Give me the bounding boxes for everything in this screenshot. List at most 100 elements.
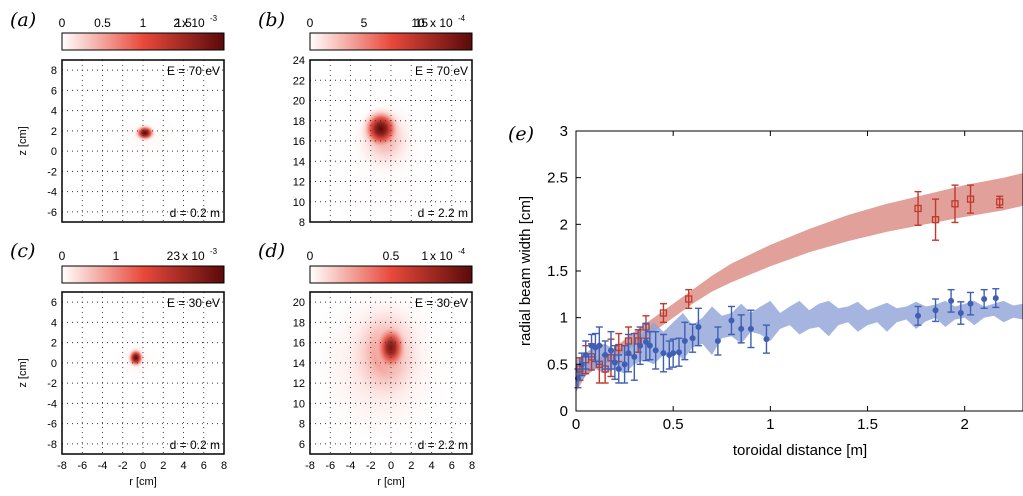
panel-a: (a) 0 0.5 1 1.52 x 10 -3E = 70 eVd = 0.2 m8642… bbox=[10, 9, 225, 223]
panel-e-y-tick-label: 3 bbox=[560, 123, 568, 140]
c-y-tick-label: 0 bbox=[51, 358, 57, 370]
panel-e-points bbox=[574, 184, 1004, 389]
a-distance-annotation: d = 0.2 m bbox=[170, 206, 220, 220]
c-colorbar-exponent: -3 bbox=[210, 247, 218, 256]
panel-e-square-point bbox=[914, 204, 922, 213]
c-colorbar-tick: 1 bbox=[113, 249, 120, 263]
panel-e-circle-point bbox=[607, 347, 614, 354]
a-y-tick-label: -6 bbox=[47, 207, 57, 219]
b-colorbar-tick: 10 bbox=[411, 16, 425, 30]
b-colorbar bbox=[309, 32, 473, 51]
d-distance-annotation: d = 2.2 m bbox=[418, 438, 468, 452]
c-y-tick-label: 6 bbox=[51, 297, 57, 309]
b-plot-area bbox=[310, 60, 472, 222]
b-intensity-blob bbox=[359, 106, 402, 152]
c-x-tick-label: -4 bbox=[98, 460, 108, 472]
d-x-tick-label: -2 bbox=[366, 460, 376, 472]
panel-e: (e) 0 0.5 1 1.5 2 0 0.5 1 1.5 2 2.5 3 toroidal dis… bbox=[508, 123, 1023, 459]
c-x-axis-label: r [cm] bbox=[129, 476, 157, 488]
c-y-tick-label: 4 bbox=[51, 317, 57, 329]
d-y-tick-label: 6 bbox=[299, 439, 305, 451]
a-y-tick-label: 4 bbox=[51, 106, 57, 118]
a-y-axis-label: z [cm] bbox=[17, 126, 29, 155]
a-colorbar-last-tick: 2 bbox=[173, 16, 180, 30]
panel-e-circle-point bbox=[981, 295, 988, 302]
panel-e-x-tick-label: 0 bbox=[572, 416, 580, 433]
panel-e-circle-point bbox=[747, 325, 754, 332]
b-colorbar-tick: 5 bbox=[361, 16, 368, 30]
panel-e-square-point bbox=[659, 309, 668, 317]
c-x-tick-label: 8 bbox=[221, 460, 227, 472]
panel-e-circle-point bbox=[611, 359, 618, 366]
a-colorbar-tick: 1 bbox=[140, 16, 147, 30]
panel-e-circle-point bbox=[637, 342, 644, 349]
a-energy-annotation: E = 70 eV bbox=[167, 64, 220, 78]
c-y-tick-label: -8 bbox=[47, 439, 57, 451]
d-x-tick-label: 6 bbox=[449, 460, 455, 472]
d-colorbar-tick: 0 bbox=[307, 249, 314, 263]
d-y-tick-label: 12 bbox=[293, 378, 305, 390]
c-y-tick-label: -6 bbox=[47, 419, 57, 431]
panel-e-circle-point bbox=[676, 349, 683, 356]
panel-e-circle-point bbox=[915, 312, 922, 319]
c-x-tick-label: 4 bbox=[180, 460, 186, 472]
d-colorbar-last-tick: 1 bbox=[421, 249, 428, 263]
panel-e-circle-point bbox=[621, 361, 628, 368]
panel-e-square-point bbox=[966, 195, 975, 203]
a-colorbar-tick: 0.5 bbox=[94, 16, 111, 30]
panel-d: (d) 0 0.5 1 x 10 -4E = 30 eVd = 2.2 m20181614… bbox=[258, 240, 475, 488]
panel-e-square-point bbox=[615, 343, 623, 352]
d-energy-annotation: E = 30 eV bbox=[415, 296, 468, 310]
d-y-tick-label: 18 bbox=[293, 317, 305, 329]
b-y-tick-label: 16 bbox=[293, 136, 305, 148]
panel-e-blue-band bbox=[576, 300, 1023, 388]
panel-e-x-tick-label: 2 bbox=[961, 416, 969, 433]
a-colorbar bbox=[61, 32, 225, 51]
b-colorbar-exponent: -4 bbox=[458, 14, 466, 23]
panel-e-x-tick-label: 1.5 bbox=[857, 416, 878, 433]
panel-e-circle-point bbox=[670, 350, 677, 357]
b-y-tick-label: 8 bbox=[299, 217, 305, 229]
panel-e-circle-point bbox=[763, 336, 770, 343]
b-y-tick-label: 12 bbox=[293, 177, 305, 189]
c-colorbar-last-tick: 3 bbox=[173, 249, 180, 263]
a-y-tick-label: 0 bbox=[51, 146, 57, 158]
panel-e-circle-point bbox=[957, 309, 964, 316]
panel-e-circle-point bbox=[948, 297, 955, 304]
d-x-tick-label: -4 bbox=[346, 460, 356, 472]
c-x-tick-label: 0 bbox=[140, 460, 146, 472]
panel-e-circle-point bbox=[714, 337, 721, 344]
panel-e-y-tick-label: 1 bbox=[560, 310, 568, 327]
a-colorbar-tick: 1.5 bbox=[175, 16, 192, 30]
panel-e-y-axis-label: radial beam width [cm] bbox=[517, 196, 534, 346]
c-colorbar-tick: 0 bbox=[59, 249, 66, 263]
d-axes-frame bbox=[309, 291, 473, 455]
c-intensity-blob bbox=[127, 347, 145, 369]
c-colorbar-tick: 2 bbox=[167, 249, 174, 263]
c-y-tick-label: -2 bbox=[47, 378, 57, 390]
panel-e-square-point bbox=[931, 216, 940, 224]
panel-e-circle-point bbox=[602, 351, 609, 358]
a-colorbar-exponent: -3 bbox=[210, 14, 218, 23]
b-distance-annotation: d = 2.2 m bbox=[418, 206, 468, 220]
c-y-axis-label: z [cm] bbox=[17, 358, 29, 387]
d-x-axis-label: r [cm] bbox=[377, 476, 405, 488]
d-y-tick-label: 16 bbox=[293, 338, 305, 350]
panel-e-square-point bbox=[685, 295, 693, 303]
b-axes-frame bbox=[309, 59, 473, 223]
c-x-tick-label: 2 bbox=[160, 460, 166, 472]
b-panel-label: (b) bbox=[258, 9, 285, 31]
d-x-tick-label: 2 bbox=[408, 460, 414, 472]
d-colorbar-tick: 0.5 bbox=[383, 249, 400, 263]
c-x-tick-label: -2 bbox=[118, 460, 128, 472]
panel-e-circle-point bbox=[932, 307, 939, 314]
c-energy-annotation: E = 30 eV bbox=[167, 296, 220, 310]
d-y-tick-label: 14 bbox=[293, 358, 305, 370]
d-x-tick-label: 4 bbox=[428, 460, 434, 472]
c-x-tick-label: -8 bbox=[57, 460, 67, 472]
b-y-tick-label: 22 bbox=[293, 75, 305, 87]
d-x-tick-label: 0 bbox=[388, 460, 394, 472]
panel-e-circle-point bbox=[642, 338, 649, 345]
